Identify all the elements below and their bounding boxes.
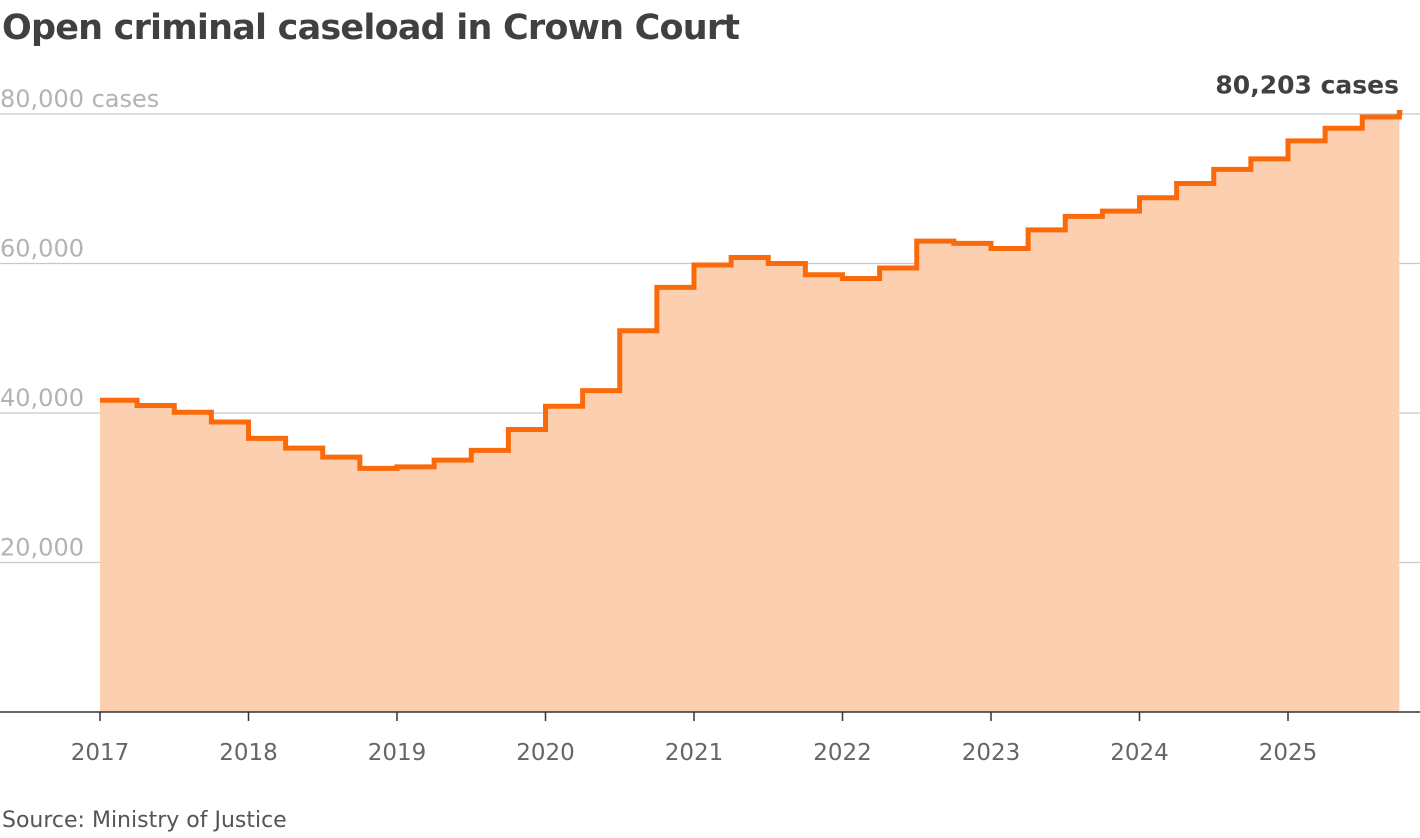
x-tick-label: 2018 (219, 740, 278, 766)
x-tick-label: 2023 (962, 740, 1021, 766)
x-tick-label: 2017 (71, 740, 130, 766)
y-tick-label: 60,000 (0, 235, 84, 263)
y-tick-label: 40,000 (0, 384, 84, 412)
series-line (100, 109, 1403, 471)
x-tick-label: 2025 (1259, 740, 1318, 766)
x-axis (0, 711, 1420, 721)
x-tick-label: 2021 (665, 740, 724, 766)
y-tick-label: 20,000 (0, 534, 84, 562)
x-tick-label: 2024 (1110, 740, 1169, 766)
source-note: Source: Ministry of Justice (2, 808, 287, 833)
series-area (100, 112, 1400, 713)
x-tick-label: 2019 (368, 740, 427, 766)
line-layer (100, 109, 1403, 471)
end-value-label: 80,203 cases (1215, 70, 1399, 99)
x-tick-label: 2020 (516, 740, 575, 766)
area-layer (100, 112, 1400, 713)
y-tick-label: 80,000 cases (0, 85, 159, 113)
x-tick-label: 2022 (813, 740, 872, 766)
chart-title: Open criminal caseload in Crown Court (2, 8, 740, 48)
labels-layer: 20,000 40,000 60,000 80,000 cases 2017 2018 20… (0, 70, 1399, 766)
